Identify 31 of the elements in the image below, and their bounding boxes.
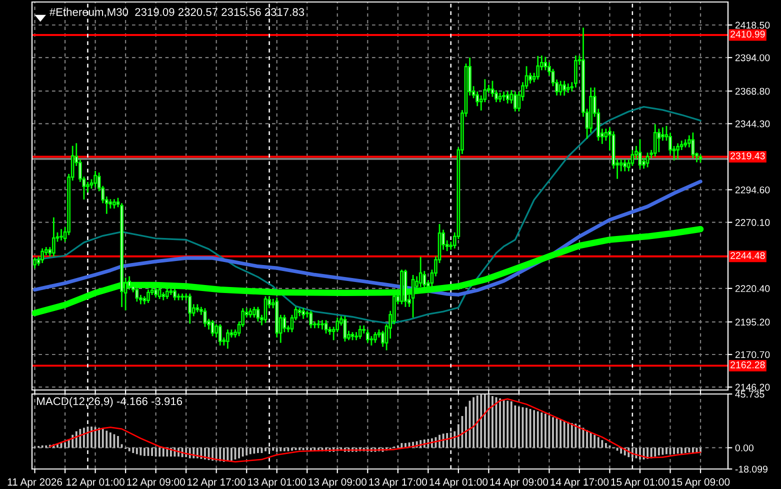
ref-line-label: 2319.43	[730, 152, 765, 160]
x-tick-label: 13 Apr 17:00	[369, 478, 428, 488]
x-tick-label: 14 Apr 17:00	[550, 478, 609, 488]
x-tick-label: 13 Apr 09:00	[308, 478, 367, 488]
y-tick-label: 2270.10	[735, 219, 770, 226]
x-tick-label: 12 Apr 01:00	[66, 478, 124, 488]
y-tick-label: 2170.70	[735, 351, 770, 358]
y-tick-label: 0.00	[735, 444, 754, 452]
chart-title: MACD(12,26,9) -4.166 -3.916	[37, 397, 182, 408]
x-tick-label: 14 Apr 01:00	[430, 478, 488, 488]
ref-line-label: 2244.48	[730, 252, 765, 260]
x-tick-label: 14 Apr 09:00	[490, 478, 548, 488]
y-tick-label: 2368.80	[735, 88, 770, 95]
y-tick-label: -18.099	[735, 466, 768, 473]
ref-line-label: 2162.28	[730, 361, 765, 368]
y-tick-label: 2195.20	[735, 318, 770, 326]
y-tick-label: 2394.00	[735, 54, 770, 62]
ref-line-label: 2410.99	[730, 30, 765, 38]
y-tick-label: 2418.50	[735, 22, 770, 29]
x-tick-label: 12 Apr 17:00	[188, 478, 246, 488]
y-tick-label: 45.735	[735, 390, 764, 398]
y-tick-label: 2220.40	[735, 285, 770, 292]
x-tick-label: 15 Apr 01:00	[611, 478, 670, 488]
y-tick-label: 2294.60	[735, 186, 770, 194]
x-tick-label: 12 Apr 09:00	[127, 478, 185, 488]
x-tick-label: 13 Apr 01:00	[248, 478, 306, 488]
y-tick-label: 2146.20	[735, 384, 770, 391]
y-tick-label: 2344.30	[735, 120, 770, 128]
x-tick-label: 15 Apr 09:00	[672, 478, 730, 488]
x-tick-label: 11 Apr 2026	[8, 478, 62, 488]
chart-title: #Ethereum,M30 2319.09 2320.57 2315.56 2317.83	[49, 8, 304, 18]
